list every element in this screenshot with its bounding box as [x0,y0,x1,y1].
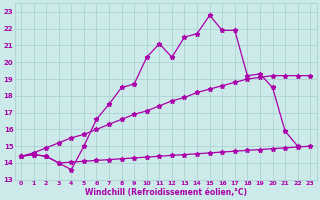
X-axis label: Windchill (Refroidissement éolien,°C): Windchill (Refroidissement éolien,°C) [84,188,247,197]
